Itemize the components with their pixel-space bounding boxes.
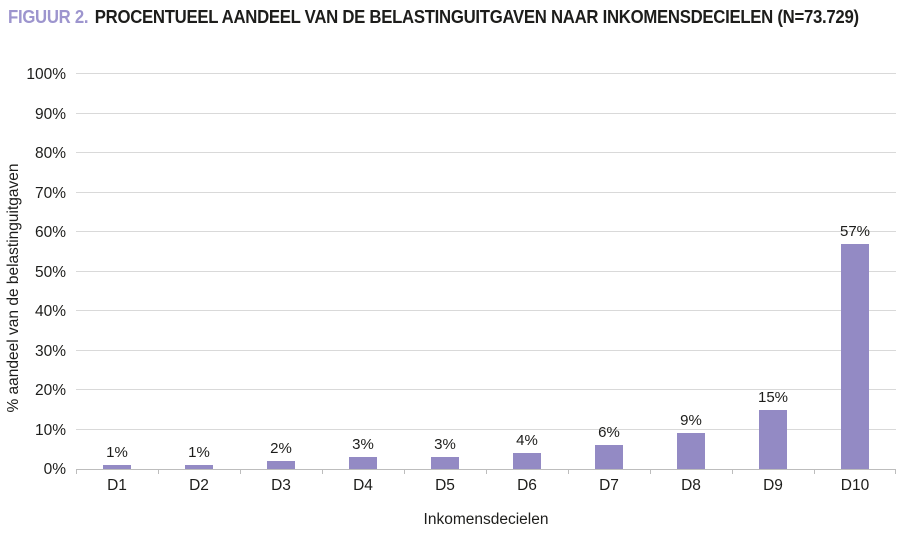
x-axis-tick-mark <box>732 469 733 474</box>
y-tick-label-70pct: 70% <box>34 184 66 202</box>
gridline-10 <box>76 428 896 430</box>
x-axis-tick-mark <box>158 469 159 474</box>
x-axis-tick-mark <box>240 469 241 474</box>
bar-value-label-d7: 6% <box>598 424 620 442</box>
category-d6: 4% D6 <box>486 75 568 494</box>
x-axis-title: Inkomensdecielen <box>423 511 549 528</box>
y-tick-label-90pct: 90% <box>34 105 66 123</box>
y-tick-label-0pct: 0% <box>43 461 66 478</box>
figure-caption: PROCENTUEEL AANDEEL VAN DE BELASTINGUITG… <box>94 7 859 27</box>
gridline-100 <box>76 73 896 74</box>
x-tick-label-d2: D2 <box>189 477 209 494</box>
x-axis-tick-mark <box>895 469 896 474</box>
gridline-60 <box>76 231 896 232</box>
x-tick-label-d4: D4 <box>353 477 373 494</box>
figure-title: FIGUUR 2. PROCENTUEEL AANDEEL VAN DE BELA… <box>8 7 859 28</box>
category-d10: 57% D10 <box>814 75 896 494</box>
y-tick-label-20pct: 20% <box>34 382 66 399</box>
bar-d1 <box>103 465 131 469</box>
bar-d3 <box>267 461 295 469</box>
bar-value-label-d6: 4% <box>516 432 538 450</box>
bar-d2 <box>185 465 213 469</box>
y-tick-label-50pct: 50% <box>34 263 66 281</box>
category-d1: 1% D1 <box>76 75 158 494</box>
bar-value-label-d5: 3% <box>434 436 456 454</box>
bar-d4 <box>349 457 377 469</box>
y-tick-label-40pct: 40% <box>34 303 66 320</box>
x-tick-label-d6: D6 <box>517 477 537 494</box>
gridline-50 <box>76 270 896 272</box>
plot-area: 1% D1 1% D2 2% D3 3% D4 3% D5 4% D6 6% D7 9% D8 15% D9 57%… <box>76 73 896 494</box>
category-d7: 6% D7 <box>568 75 650 494</box>
category-d4: 3% D4 <box>322 75 404 494</box>
x-axis-tick-mark <box>814 469 815 474</box>
figure-number: FIGUUR 2. <box>8 7 89 27</box>
category-d3: 2% D3 <box>240 75 322 494</box>
bar-value-label-d8: 9% <box>680 412 702 430</box>
gridline-20 <box>76 389 896 390</box>
bar-value-label-d3: 2% <box>270 440 292 458</box>
x-axis-tick-mark <box>650 469 651 474</box>
y-tick-label-80pct: 80% <box>34 145 66 162</box>
category-d5: 3% D5 <box>404 75 486 494</box>
bar-d10 <box>841 243 869 469</box>
x-axis-tick-mark <box>322 469 323 474</box>
x-axis-tick-mark <box>76 469 77 474</box>
bar-value-label-d2: 1% <box>188 444 210 462</box>
bar-value-label-d4: 3% <box>352 436 374 454</box>
category-d9: 15% D9 <box>732 75 814 494</box>
gridline-80 <box>76 152 896 153</box>
x-tick-label-d10: D10 <box>840 477 870 494</box>
bar-value-label-d10: 57% <box>839 222 871 240</box>
x-tick-label-d3: D3 <box>271 477 291 494</box>
x-axis-tick-mark <box>568 469 569 474</box>
bar-d8 <box>677 433 705 469</box>
gridline-70 <box>76 191 896 193</box>
bar-d9 <box>759 409 787 469</box>
x-tick-label-d9: D9 <box>763 477 783 494</box>
bar-value-label-d1: 1% <box>106 444 128 462</box>
y-tick-label-60pct: 60% <box>34 224 66 241</box>
category-d8: 9% D8 <box>650 75 732 494</box>
bar-value-label-d9: 15% <box>757 388 789 406</box>
category-d2: 1% D2 <box>158 75 240 494</box>
x-axis-tick-mark <box>404 469 405 474</box>
x-axis-tick-mark <box>486 469 487 474</box>
x-tick-label-d8: D8 <box>681 477 701 494</box>
gridline-30 <box>76 349 896 351</box>
gridline-40 <box>76 310 896 311</box>
bar-d7 <box>595 445 623 469</box>
x-tick-label-d5: D5 <box>435 477 455 494</box>
x-tick-label-d7: D7 <box>599 477 619 494</box>
y-tick-label-100pct: 100% <box>26 66 66 83</box>
x-tick-label-d1: D1 <box>107 477 127 494</box>
y-tick-label-30pct: 30% <box>34 342 66 360</box>
bar-d6 <box>513 453 541 469</box>
gridline-90 <box>76 112 896 114</box>
y-tick-label-10pct: 10% <box>34 421 66 439</box>
bar-d5 <box>431 457 459 469</box>
